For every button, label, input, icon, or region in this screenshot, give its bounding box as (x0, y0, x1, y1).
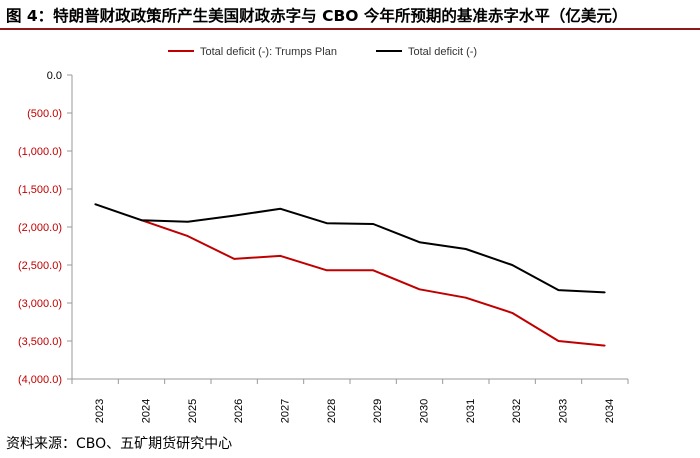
series-line-trumps-plan (141, 219, 605, 347)
chart-legend: Total deficit (-): Trumps Plan Total defi… (168, 46, 477, 58)
y-tick-label: (1,500.0) (18, 184, 62, 196)
x-tick-label: 2029 (372, 399, 384, 423)
data-point (94, 203, 96, 205)
data-point (140, 219, 143, 221)
data-point (372, 223, 374, 225)
y-tick-label: (2,000.0) (18, 222, 62, 234)
x-axis: 2023 2024 2025 2026 2027 2028 2029 2030 2031 2032… (71, 378, 629, 423)
y-tick-label: 0.0 (47, 70, 62, 82)
x-tick-label: 2031 (465, 399, 477, 423)
series-line-baseline (94, 203, 605, 294)
data-point (279, 207, 282, 210)
data-point (187, 235, 189, 237)
source-note: 资料来源：CBO、五矿期货研究中心 (6, 436, 233, 452)
y-tick-label: (4,000.0) (18, 374, 62, 386)
data-point (418, 288, 421, 291)
x-tick-label: 2032 (511, 399, 523, 423)
x-tick-label: 2025 (187, 399, 199, 423)
data-point (233, 214, 235, 217)
x-tick-label: 2028 (326, 399, 338, 423)
x-tick-label: 2030 (419, 399, 431, 423)
data-point (557, 340, 560, 342)
y-tick-label: (500.0) (27, 108, 62, 120)
y-axis: 0.0 (500.0) (1,000.0) (1,500.0) (2,000.0) (2,… (18, 70, 73, 386)
x-tick-label: 2027 (280, 399, 292, 423)
data-point (604, 291, 606, 294)
data-point (511, 264, 513, 266)
data-point (326, 269, 328, 272)
data-point (465, 248, 467, 250)
data-point (604, 344, 606, 347)
x-tick-label: 2024 (141, 399, 153, 423)
data-point (372, 269, 374, 272)
data-point (187, 220, 189, 223)
legend-label: Total deficit (-) (408, 46, 477, 58)
data-point (465, 296, 467, 299)
data-point (279, 255, 282, 257)
y-tick-label: (3,500.0) (18, 336, 62, 348)
y-tick-label: (3,000.0) (18, 298, 62, 310)
x-tick-label: 2034 (604, 399, 616, 423)
x-tick-label: 2026 (233, 399, 245, 423)
legend-label: Total deficit (-): Trumps Plan (200, 46, 337, 58)
chart-series (94, 203, 606, 347)
data-point (326, 222, 328, 224)
y-tick-label: (1,000.0) (18, 146, 62, 158)
deficit-line-chart: Total deficit (-): Trumps Plan Total defi… (18, 46, 629, 423)
x-tick-label: 2033 (558, 399, 570, 423)
data-point (418, 241, 421, 243)
chart-title: 图 4：特朗普财政政策所产生美国财政赤字与 CBO 今年所预期的基准赤字水平（亿… (6, 7, 628, 25)
x-tick-label: 2023 (94, 399, 106, 423)
data-point (511, 312, 513, 314)
y-tick-label: (2,500.0) (18, 260, 62, 272)
data-point (557, 289, 560, 291)
data-point (233, 258, 235, 260)
title-divider (0, 28, 700, 30)
